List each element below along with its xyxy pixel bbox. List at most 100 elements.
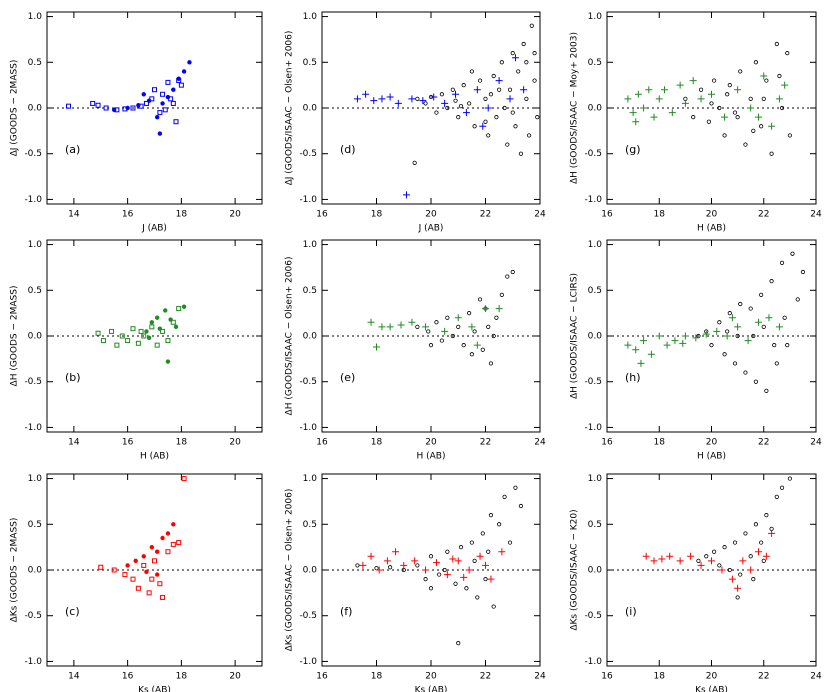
point <box>491 604 496 609</box>
point <box>432 559 440 567</box>
point <box>774 361 779 366</box>
point <box>769 279 774 284</box>
point <box>423 101 428 106</box>
x-axis-label: Ks (AB) <box>695 686 728 692</box>
point <box>497 522 502 527</box>
point <box>422 566 430 574</box>
point <box>747 566 755 574</box>
point <box>510 110 515 115</box>
point <box>718 566 726 574</box>
point <box>488 513 494 518</box>
point <box>428 554 434 559</box>
point <box>518 151 524 156</box>
point <box>479 122 487 130</box>
point <box>423 577 428 582</box>
point <box>141 92 146 97</box>
point <box>759 292 764 297</box>
y-tick-label: 0.0 <box>303 566 318 576</box>
point <box>689 77 697 85</box>
y-tick-label: -1.0 <box>584 195 602 205</box>
x-tick-label: 14 <box>68 672 80 682</box>
point <box>163 308 168 313</box>
plot-frame <box>46 473 263 667</box>
y-axis-label: ΔH (GOODS/ISAAC − Moy+ 2003) <box>570 32 580 184</box>
point <box>768 122 776 130</box>
point <box>722 352 727 357</box>
point <box>456 324 461 329</box>
point <box>469 352 474 357</box>
point <box>152 87 157 93</box>
point <box>713 327 721 335</box>
y-tick-label: 0.0 <box>28 332 43 342</box>
point <box>738 301 743 307</box>
point <box>698 87 704 92</box>
point <box>467 101 472 106</box>
point <box>782 315 787 320</box>
point <box>660 86 668 94</box>
point <box>160 91 166 97</box>
y-tick-label: -1.0 <box>299 657 317 667</box>
point <box>535 115 540 120</box>
y-tick-label: 1.0 <box>28 12 43 22</box>
y-tick-label: 0.0 <box>303 104 318 114</box>
point <box>507 87 513 92</box>
point <box>143 100 149 106</box>
panel: 14 16 18 20 -1.0 -0.5 0.0 0.5 1.0 J (AB) ΔJ (GOODS… <box>10 11 263 234</box>
point <box>111 567 117 573</box>
point <box>738 572 743 577</box>
point <box>744 337 752 345</box>
point <box>125 563 130 568</box>
point <box>392 548 400 556</box>
x-tick-label: 24 <box>810 438 822 448</box>
point <box>795 297 800 302</box>
x-axis-label: J (AB) <box>141 224 167 234</box>
point <box>697 561 705 569</box>
point <box>772 343 777 348</box>
point <box>658 555 666 563</box>
x-tick-label: 20 <box>425 672 437 682</box>
point <box>769 151 774 156</box>
point <box>775 95 783 103</box>
point <box>135 585 141 591</box>
x-tick-label: 20 <box>706 438 718 448</box>
point <box>516 69 521 74</box>
point <box>532 78 537 83</box>
point <box>415 324 420 329</box>
point <box>526 133 532 138</box>
point <box>708 90 715 98</box>
point <box>779 260 785 265</box>
point <box>708 557 715 565</box>
point <box>157 581 163 587</box>
point <box>353 95 361 103</box>
panel: 16 18 20 22 24 -1.0 -0.5 0.0 0.5 1.0 J (AB) ΔJ (GOO… <box>285 11 546 234</box>
point <box>378 95 386 103</box>
panel-label: (f) <box>340 605 352 618</box>
point <box>152 558 157 564</box>
point <box>709 101 714 106</box>
point <box>450 87 455 92</box>
point <box>144 569 149 575</box>
y-tick-label: 1.0 <box>303 240 318 250</box>
point <box>790 251 795 256</box>
point <box>419 97 427 105</box>
y-tick-label: -1.0 <box>299 423 317 433</box>
y-tick-label: 0.5 <box>303 520 317 530</box>
point <box>765 314 773 322</box>
point <box>141 554 146 559</box>
y-tick-label: 0.0 <box>588 332 603 342</box>
point <box>428 343 434 348</box>
point <box>483 577 488 582</box>
point <box>642 552 650 560</box>
point <box>753 522 759 527</box>
point <box>173 324 179 330</box>
x-tick-label: 22 <box>758 672 769 682</box>
point <box>755 318 763 326</box>
point <box>445 315 450 320</box>
x-axis-label: Ks (AB) <box>138 686 171 692</box>
y-tick-label: -0.5 <box>584 611 602 621</box>
point <box>728 314 736 322</box>
point <box>521 41 526 47</box>
point <box>734 86 742 94</box>
x-tick-label: 22 <box>758 438 769 448</box>
